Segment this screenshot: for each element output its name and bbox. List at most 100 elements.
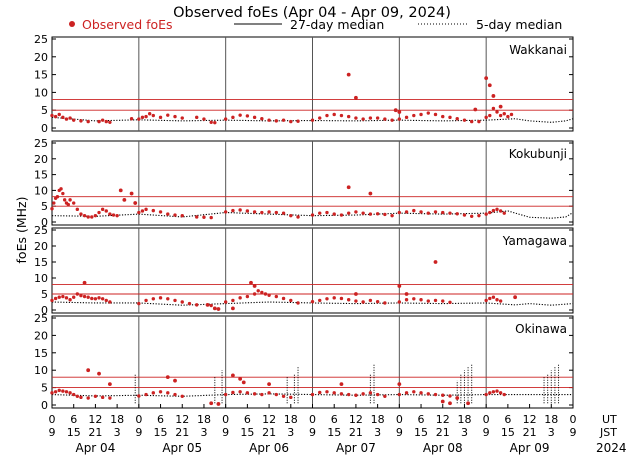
observed-point [86, 368, 91, 373]
y-tick-label: 10 [34, 364, 48, 377]
observed-point [245, 114, 250, 118]
observed-point [104, 209, 108, 213]
observed-point [86, 119, 90, 124]
panel-okinawa: 0 5 10 15 20 25 Okinawa [34, 312, 574, 412]
observed-point [509, 112, 514, 117]
observed-point [108, 300, 112, 304]
y-tick-label: 0 [41, 122, 48, 135]
observed-point [368, 191, 373, 196]
observed-point [252, 292, 257, 296]
y-tick-label: 10 [34, 272, 48, 285]
observed-point [79, 395, 83, 400]
observed-point [209, 303, 213, 308]
observed-point [433, 210, 438, 214]
x-tick-label-ut: 0 [570, 413, 577, 426]
observed-point [412, 113, 416, 118]
x-tick-label-ut: 0 [222, 413, 229, 426]
observed-point [296, 215, 300, 219]
observed-point [404, 298, 409, 302]
x-tick-label-jst: 21 [262, 426, 276, 439]
observed-point [260, 290, 264, 295]
observed-point [426, 392, 430, 396]
observed-point [390, 213, 394, 218]
observed-point [506, 114, 510, 119]
x-tick-label-ut: 6 [244, 413, 251, 426]
x-tick-label-jst: 9 [309, 426, 316, 439]
observed-point [64, 296, 69, 300]
observed-point [281, 394, 286, 398]
x-tick-label-jst: 3 [287, 426, 294, 439]
observed-point [166, 113, 170, 117]
observed-point [325, 297, 329, 301]
observed-point [100, 395, 105, 400]
x-tick-label-ut: 12 [523, 413, 537, 426]
observed-point [484, 115, 488, 120]
observed-point [68, 198, 72, 202]
observed-point [68, 116, 72, 120]
observed-point [498, 209, 503, 213]
observed-point [238, 390, 242, 394]
observed-point [216, 402, 221, 406]
observed-point [484, 212, 488, 216]
x-tick-label-jst: 3 [461, 426, 468, 439]
x-tick-label-jst: 21 [436, 426, 450, 439]
x-tick-label-ut: 12 [88, 413, 102, 426]
x-tick-label-ut: 0 [309, 413, 316, 426]
observed-point [498, 104, 503, 109]
observed-point [325, 210, 329, 215]
observed-point [267, 118, 271, 122]
observed-point [118, 188, 123, 193]
observed-point [339, 392, 344, 396]
observed-point [419, 298, 423, 302]
observed-point [202, 215, 206, 219]
y-tick-label: 20 [34, 329, 48, 342]
day-label: Apr 05 [162, 441, 202, 455]
x-tick-label-jst: 15 [240, 426, 254, 439]
observed-point [223, 300, 228, 304]
observed-point [245, 209, 250, 213]
day-label: Apr 09 [510, 441, 550, 455]
y-tick-label: 15 [34, 69, 48, 82]
observed-point [404, 292, 409, 296]
observed-point [231, 298, 235, 303]
observed-point [346, 185, 351, 190]
observed-point [79, 212, 83, 216]
observed-point [281, 296, 286, 301]
observed-point [209, 401, 214, 406]
observed-point [487, 83, 492, 88]
observed-point [100, 118, 105, 122]
observed-point [72, 201, 76, 205]
observed-point [129, 117, 134, 121]
year-label: 2024 [596, 441, 627, 455]
observed-point [426, 299, 430, 303]
observed-point [260, 392, 264, 397]
observed-point [55, 195, 60, 199]
station-label: Yamagawa [502, 234, 567, 248]
observed-point [375, 392, 380, 397]
observed-point [90, 215, 94, 219]
x-tick-label-jst: 9 [222, 426, 229, 439]
observed-point [473, 107, 478, 112]
x-tick-label-ut: 12 [349, 413, 363, 426]
observed-point [195, 115, 199, 120]
observed-point [151, 113, 156, 118]
observed-point [57, 112, 61, 117]
y-axis-label: foEs (MHz) [14, 197, 29, 264]
observed-point [173, 378, 177, 383]
observed-point [61, 115, 65, 120]
panels: 0 5 10 15 20 25 Wakkanai 0 5 10 15 20 25 Kokubunji 0 5 1… [34, 33, 574, 412]
observed-point [79, 119, 83, 123]
observed-point [404, 391, 409, 395]
observed-point [61, 191, 65, 196]
observed-point [59, 187, 63, 191]
observed-point [137, 210, 141, 215]
observed-point [93, 213, 98, 218]
observed-point [346, 211, 351, 215]
x-tick-label-ut: 12 [262, 413, 276, 426]
observed-point [332, 112, 336, 117]
observed-point [495, 207, 499, 212]
y-tick-label: 25 [34, 312, 48, 325]
observed-point [375, 116, 380, 120]
day-label: Apr 04 [75, 441, 115, 455]
